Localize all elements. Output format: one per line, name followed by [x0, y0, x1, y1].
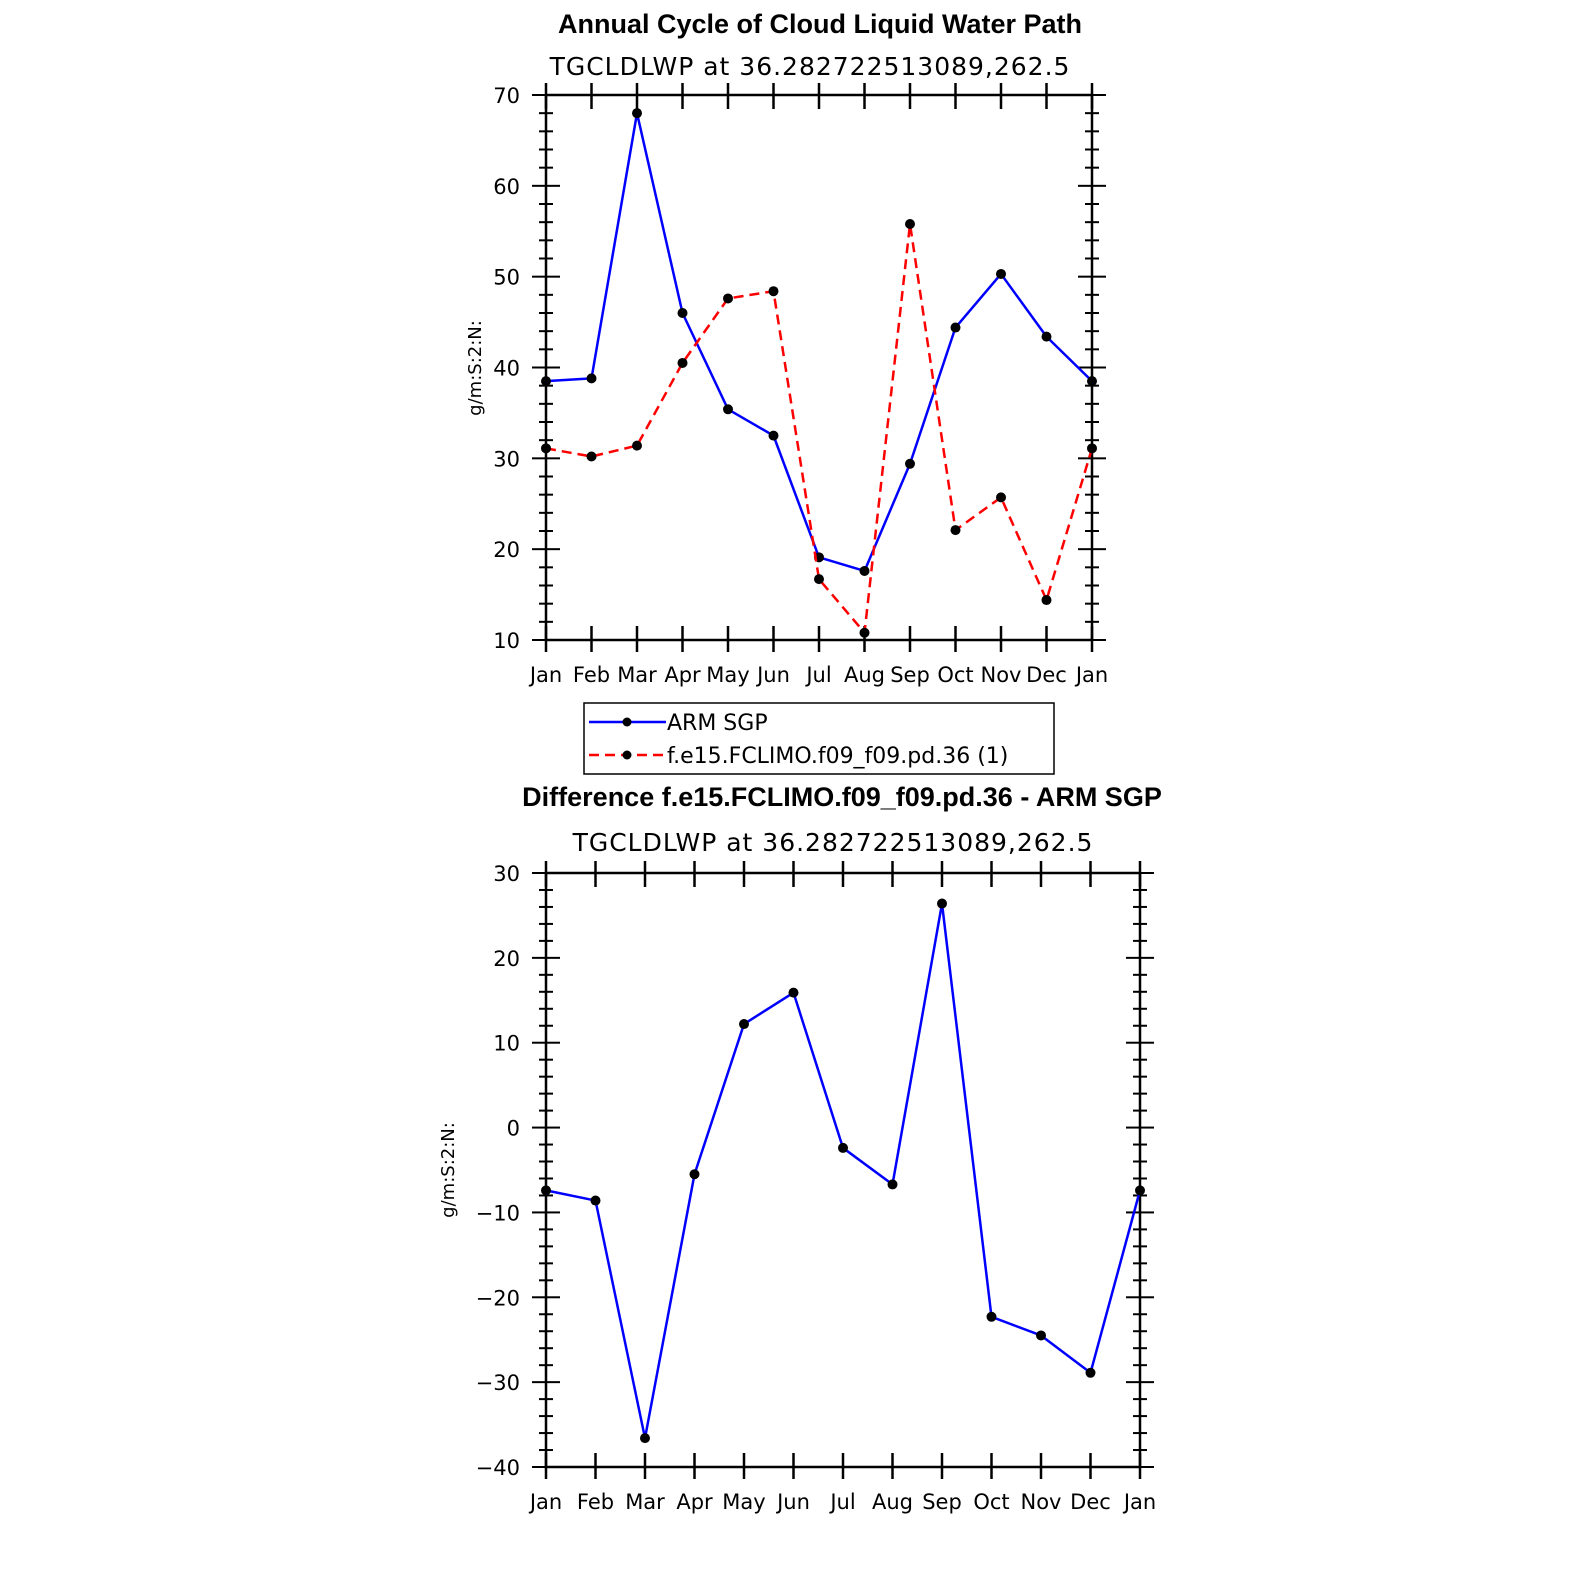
bottom-series-line-0: [545, 902, 1142, 1440]
bottom-y-tick-label: −10: [476, 1201, 520, 1225]
bottom-y-tick-label: −20: [476, 1286, 520, 1310]
bottom-x-tick-label: Sep: [922, 1490, 962, 1514]
bottom-series-0-point: [689, 1169, 700, 1180]
bottom-x-tick-label: Oct: [973, 1490, 1009, 1514]
legend-label-arm-sgp: ARM SGP: [667, 711, 768, 736]
bottom-series-0-point: [788, 987, 799, 998]
top-series-1-point: [814, 574, 824, 585]
bottom-x-tick-label: Dec: [1070, 1490, 1111, 1514]
top-y-tick-label: 60: [493, 175, 520, 199]
top-series-0-point: [859, 565, 870, 576]
top-panel: Annual Cycle of Cloud Liquid Water Path …: [465, 9, 1108, 687]
top-x-tick-label: Jun: [755, 663, 790, 687]
top-series-1-point: [1087, 443, 1097, 454]
bottom-y-tick-label: −40: [476, 1456, 520, 1480]
top-x-tick-label: Apr: [664, 663, 701, 687]
bottom-series-0-point: [838, 1142, 848, 1153]
top-series-1-point: [541, 443, 551, 454]
bottom-series-0-point: [640, 1433, 650, 1444]
bottom-series-0-point: [739, 1019, 749, 1030]
bottom-series-0-point: [1036, 1330, 1046, 1341]
bottom-x-tick-label: Jul: [828, 1490, 855, 1514]
bottom-series-0-point: [590, 1195, 601, 1206]
bottom-plot-area: Jan Feb Mar Apr May Jun Jul Aug Sep Oct Nov Dec Jan−…: [476, 861, 1156, 1514]
legend: ARM SGP f.e15.FCLIMO.f09_f09.pd.36 (1): [583, 702, 1055, 775]
top-series-1-point: [1041, 595, 1052, 606]
top-x-tick-label: Dec: [1026, 663, 1067, 687]
top-x-tick-label: Aug: [844, 663, 885, 687]
bottom-series-0-point: [986, 1311, 997, 1322]
legend-label-model: f.e15.FCLIMO.f09_f09.pd.36 (1): [667, 744, 1008, 769]
bottom-x-tick-label: Aug: [872, 1490, 913, 1514]
top-x-tick-label: Sep: [890, 663, 930, 687]
top-series-0-point: [996, 268, 1006, 279]
top-series-0-point: [677, 308, 688, 318]
bottom-y-tick-label: 20: [493, 947, 520, 971]
top-y-tick-label: 30: [493, 447, 520, 471]
top-x-tick-label: Feb: [573, 663, 610, 687]
top-series-1-point: [723, 293, 733, 304]
top-series-0-point: [586, 373, 597, 384]
legend-box: [583, 702, 1055, 775]
bottom-x-tick-label: Jun: [775, 1490, 810, 1514]
top-series-1-point: [632, 440, 642, 451]
bottom-x-tick-label: Nov: [1021, 1490, 1062, 1514]
bottom-y-tick-label: 10: [493, 1032, 520, 1056]
top-series-1-point: [859, 627, 870, 638]
bottom-series-0-point: [1135, 1185, 1145, 1196]
legend-marker-model: [622, 750, 632, 760]
bottom-series-0-point: [937, 898, 947, 909]
top-series-1-point: [586, 451, 597, 462]
bottom-y-tick-label: −30: [476, 1371, 520, 1395]
bottom-series-0-point: [541, 1185, 551, 1196]
top-y-tick-label: 70: [493, 84, 520, 108]
bottom-x-tick-label: Feb: [577, 1490, 614, 1514]
top-series-1-point: [950, 525, 961, 536]
bottom-x-tick-label: Mar: [625, 1490, 665, 1514]
top-y-tick-label: 50: [493, 266, 520, 290]
top-series-1-point: [905, 218, 915, 229]
top-plot-area: Jan Feb Mar Apr May Jun Jul Aug Sep Oct Nov Dec Jan 1…: [493, 83, 1108, 687]
bottom-series-0-point: [887, 1179, 898, 1190]
bottom-panel: Difference f.e15.FCLIMO.f09_f09.pd.36 - …: [438, 782, 1162, 1514]
top-x-tick-label: May: [706, 663, 749, 687]
top-y-tick-label: 40: [493, 357, 520, 381]
top-series-0-point: [723, 404, 733, 415]
top-series-0-point: [632, 108, 642, 119]
top-series-0-point: [1087, 376, 1097, 387]
bottom-series-0-point: [1085, 1367, 1096, 1378]
top-y-axis-label: g/m:S:2:N:: [465, 320, 486, 416]
bottom-x-tick-label: Jan: [528, 1490, 562, 1514]
top-x-tick-label: Mar: [617, 663, 657, 687]
bottom-plot-frame: [544, 871, 1142, 1469]
bottom-x-tick-label: Jan: [1122, 1490, 1156, 1514]
top-series-0-point: [541, 376, 551, 387]
bottom-y-tick-label: 0: [507, 1117, 520, 1141]
top-x-tick-label: Jul: [804, 663, 831, 687]
top-x-tick-label: Jan: [1074, 663, 1108, 687]
top-series-line-0: [545, 111, 1093, 573]
top-chart-subtitle: TGCLDLWP at 36.282722513089,262.5: [549, 52, 1071, 81]
top-series-1-point: [768, 286, 779, 297]
top-chart-title: Annual Cycle of Cloud Liquid Water Path: [558, 9, 1082, 39]
top-x-tick-label: Oct: [937, 663, 973, 687]
top-x-tick-label: Nov: [981, 663, 1022, 687]
top-series-0-point: [905, 458, 915, 469]
legend-marker-arm-sgp: [622, 717, 632, 727]
top-series-0-point: [768, 430, 779, 441]
bottom-chart-subtitle: TGCLDLWP at 36.282722513089,262.5: [572, 828, 1094, 857]
top-series-0-point: [950, 322, 961, 333]
bottom-x-tick-label: Apr: [676, 1490, 713, 1514]
top-y-tick-label: 10: [493, 629, 520, 653]
bottom-y-tick-label: 30: [493, 862, 520, 886]
bottom-chart-title: Difference f.e15.FCLIMO.f09_f09.pd.36 - …: [522, 782, 1162, 812]
bottom-y-axis-label: g/m:S:2:N:: [438, 1122, 459, 1218]
top-series-1-point: [996, 492, 1006, 503]
top-x-tick-label: Jan: [528, 663, 562, 687]
top-series-1-point: [677, 357, 688, 368]
top-y-tick-label: 20: [493, 538, 520, 562]
top-series-0-point: [1041, 331, 1052, 342]
bottom-x-tick-label: May: [722, 1490, 765, 1514]
